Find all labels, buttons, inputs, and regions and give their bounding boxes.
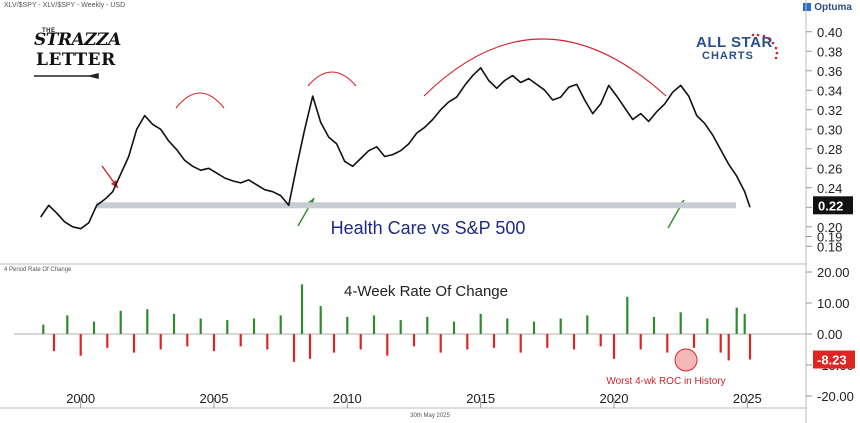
roc-y-tick-label: 20.00: [817, 265, 850, 280]
x-tick-label: 2015: [466, 391, 495, 406]
arc-2014-2023: [423, 38, 667, 97]
worst-roc-circle: [674, 348, 698, 372]
logo-line2: LETTER: [36, 50, 116, 70]
symbol-header: XLV/$SPY - XLV/$SPY - Weekly - USD: [4, 2, 126, 9]
logo-the: THE: [42, 28, 56, 34]
provider-name: Optuma: [814, 2, 852, 13]
stars-arc-icon: [751, 33, 779, 60]
logo-line1: STRAZZA: [34, 30, 121, 50]
x-tick-label: 2005: [200, 391, 229, 406]
last-value-label: 0.22: [818, 198, 843, 213]
y-tick-label: 0.34: [817, 83, 842, 98]
y-tick-label: 0.20: [817, 220, 842, 235]
y-tick-label: 0.19: [817, 230, 842, 245]
logo2-line1: ALL STAR: [696, 34, 773, 51]
roc-y-tick-label: -20.00: [817, 389, 854, 404]
y-tick-label: 0.28: [817, 142, 842, 157]
logo2-line2: CHARTS: [702, 50, 754, 62]
annotation-arcs: [175, 38, 667, 109]
y-tick-label: 0.26: [817, 161, 842, 176]
y-tick-label: 0.18: [817, 239, 842, 254]
last-value-badge: [813, 196, 853, 215]
provider-logo: Optuma: [803, 2, 852, 13]
optuma-icon: [803, 3, 812, 12]
x-tick-label: 2010: [333, 391, 362, 406]
y-tick-label: 0.36: [817, 64, 842, 79]
all-star-charts-logo: ALL STAR CHARTS: [692, 32, 786, 66]
y-tick-label: 0.30: [817, 122, 842, 137]
roc-annotation: Worst 4-wk ROC in History: [606, 376, 725, 387]
x-tick-label: 2000: [66, 391, 95, 406]
y-tick-label: 0.32: [817, 103, 842, 118]
arc-2002: [175, 92, 225, 109]
arc-2008: [307, 71, 357, 87]
x-tick-label: 2020: [600, 391, 629, 406]
date-label: 30th May 2025: [410, 413, 450, 419]
chart-title: Health Care vs S&P 500: [331, 218, 526, 238]
x-tick-label: 2025: [733, 391, 762, 406]
roc-panel-label: 4 Period Rate Of Change: [4, 267, 72, 273]
roc-last-badge: [813, 350, 855, 369]
support-band: [96, 202, 736, 209]
roc-y-tick-label: 0.00: [817, 327, 842, 342]
strazza-letter-logo: THE STRAZZA LETTER: [28, 26, 121, 84]
y-tick-label: 0.24: [817, 181, 842, 196]
roc-title: 4-Week Rate Of Change: [344, 283, 508, 300]
y-tick-label: 0.38: [817, 44, 842, 59]
y-tick-label: 0.40: [817, 25, 842, 40]
roc-y-tick-label: 10.00: [817, 296, 850, 311]
pen-icon: [34, 73, 99, 79]
price-line: [40, 67, 751, 230]
roc-last-label: -8.23: [817, 353, 847, 368]
